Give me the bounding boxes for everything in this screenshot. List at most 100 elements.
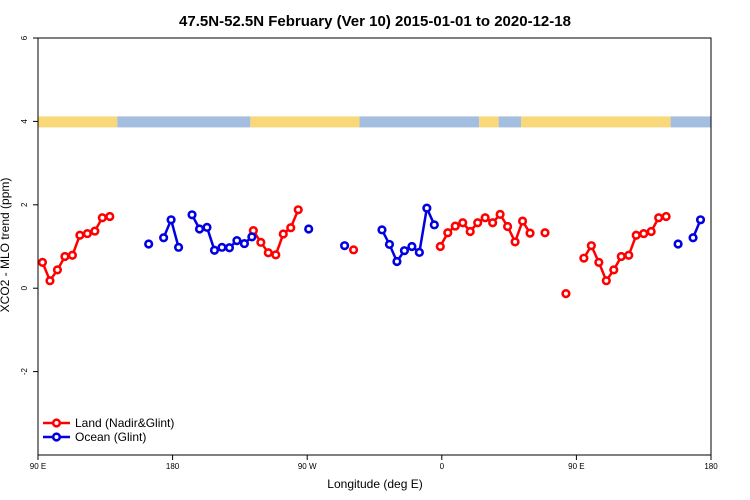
series-land-point — [435, 241, 445, 252]
series-land-point — [75, 230, 85, 240]
series-ocean-point — [429, 220, 439, 230]
y-tick-label: 4 — [20, 119, 29, 124]
series-land-point — [278, 229, 288, 239]
surface-strip-land — [38, 116, 118, 128]
series-ocean-point — [695, 215, 706, 225]
series-land-point — [586, 241, 596, 251]
series-land-line — [41, 215, 110, 282]
x-tick-label: 90 E — [568, 462, 584, 471]
series-land-point — [90, 226, 100, 236]
surface-strip-ocean — [498, 116, 522, 128]
series-layer — [37, 203, 706, 299]
series-ocean-point — [159, 233, 169, 243]
series-land-point — [450, 221, 460, 231]
series-land-point — [67, 250, 77, 260]
x-tick-label: 180 — [704, 462, 718, 471]
series-land-point — [540, 228, 550, 238]
chart-title: 47.5N-52.5N February (Ver 10) 2015-01-01… — [179, 13, 571, 30]
series-land-point — [639, 228, 649, 239]
series-land-point — [624, 250, 634, 260]
series-ocean-point — [247, 232, 257, 242]
series-land-point — [473, 218, 483, 228]
series-ocean-point — [688, 233, 698, 243]
x-tick-label: 0 — [440, 462, 445, 471]
legend-marker — [51, 432, 62, 442]
series-ocean-point — [224, 243, 235, 253]
series-land-point — [443, 228, 453, 238]
series-ocean-point — [232, 236, 242, 246]
series-ocean-point — [414, 247, 424, 257]
series-ocean-point — [392, 256, 402, 267]
series-land-point — [517, 216, 528, 226]
series-ocean-point — [304, 224, 314, 234]
series-ocean-point — [384, 239, 395, 250]
x-tick-label: 90 W — [298, 462, 317, 471]
series-ocean-point — [144, 239, 154, 249]
series-land-point — [286, 223, 296, 233]
y-tick-label: 6 — [20, 35, 29, 40]
series-ocean-point — [202, 222, 212, 232]
series-ocean-point — [239, 238, 249, 249]
series-land — [37, 205, 671, 299]
legend-label: Ocean (Glint) — [75, 430, 146, 444]
legend: Land (Nadir&Glint)Ocean (Glint) — [43, 416, 174, 444]
series-ocean-point — [422, 203, 432, 213]
series-ocean-point — [217, 242, 227, 252]
series-land-point — [646, 226, 656, 237]
series-land-point — [579, 253, 589, 263]
series-land-point — [480, 213, 490, 223]
series-ocean-point — [209, 245, 220, 255]
x-tick-label: 180 — [166, 462, 180, 471]
legend-item: Ocean (Glint) — [43, 430, 146, 444]
series-land-point — [37, 257, 48, 267]
series-ocean-point — [407, 241, 417, 252]
series-land-point — [52, 265, 63, 275]
series-land-point — [616, 251, 626, 262]
series-ocean-point — [399, 246, 410, 256]
series-land-point — [465, 226, 475, 237]
series-land-point — [510, 237, 520, 247]
series-ocean-point — [673, 239, 683, 249]
plot-frame — [37, 37, 712, 456]
surface-strip-land — [250, 116, 360, 128]
series-land-point — [631, 230, 641, 240]
y-axis-label: XCO2 - MLO trend (ppm) — [0, 178, 12, 313]
series-land-point — [271, 250, 281, 260]
surface-strip — [38, 116, 711, 128]
x-axis-label: Longitude (deg E) — [327, 477, 422, 491]
series-land-point — [654, 213, 664, 223]
series-land-point — [488, 218, 498, 228]
series-ocean-point — [194, 224, 205, 234]
series-land-point — [601, 276, 611, 286]
series-land-point — [263, 248, 273, 258]
series-land-point — [661, 211, 671, 222]
legend-label: Land (Nadir&Glint) — [75, 416, 174, 430]
series-ocean-point — [339, 241, 350, 251]
series-land-point — [503, 221, 513, 232]
surface-strip-ocean — [670, 116, 711, 128]
legend-item: Land (Nadir&Glint) — [43, 416, 174, 430]
series-land-point — [60, 251, 70, 262]
surface-strip-land — [521, 116, 671, 128]
series-land-point — [256, 237, 266, 247]
series-land-point — [495, 209, 505, 219]
series-ocean — [144, 203, 706, 267]
series-land-point — [105, 211, 115, 222]
series-ocean-point — [377, 225, 387, 235]
series-land-point — [525, 228, 535, 238]
y-tick-label: -2 — [20, 367, 29, 375]
surface-strip-ocean — [359, 116, 480, 128]
legend-marker — [51, 418, 62, 428]
surface-strip-ocean — [117, 116, 251, 128]
series-land-point — [609, 265, 619, 275]
series-land-point — [561, 289, 571, 299]
series-ocean-point — [187, 210, 197, 220]
x-tick-label: 90 E — [30, 462, 46, 471]
y-tick-label: 2 — [20, 202, 29, 207]
series-land-point — [348, 245, 359, 255]
series-land-point — [293, 205, 303, 215]
axis-ticks: 90 E 180 90 W 0 90 E 180 -2 0 2 4 6 — [20, 35, 718, 471]
surface-strip-land — [479, 116, 499, 128]
series-land-point — [458, 218, 468, 228]
